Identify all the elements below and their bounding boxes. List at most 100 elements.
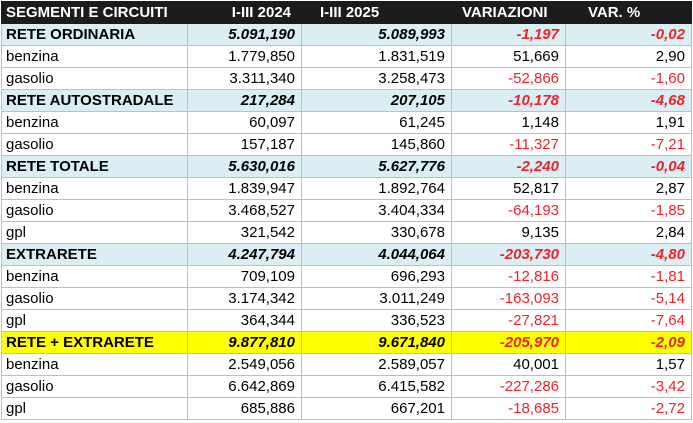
table-row: gpl 321,542 330,678 9,135 2,84 [1, 221, 692, 244]
cell-segment: RETE AUTOSTRADALE [1, 89, 188, 112]
table-row: benzina 1.779,850 1.831,519 51,669 2,90 [1, 45, 692, 68]
cell-value-2024: 2.549,056 [187, 353, 302, 376]
cell-variation-percent: -1,81 [565, 265, 692, 288]
cell-variation-percent: -7,64 [565, 309, 692, 332]
table-row: gasolio 3.311,340 3.258,473 -52,866 -1,60 [1, 67, 692, 90]
cell-variation-percent: -1,85 [565, 199, 692, 222]
cell-variation-percent: -2,72 [565, 397, 692, 420]
header-segment: SEGMENTI E CIRCUITI [1, 1, 188, 24]
cell-variation: 52,817 [451, 177, 566, 200]
cell-variation-percent: 2,87 [565, 177, 692, 200]
cell-value-2024: 1.779,850 [187, 45, 302, 68]
cell-variation: -205,970 [451, 331, 566, 354]
cell-value-2025: 696,293 [301, 265, 452, 288]
cell-value-2025: 667,201 [301, 397, 452, 420]
group-row: RETE TOTALE 5.630,016 5.627,776 -2,240 -0,04 [1, 155, 692, 178]
cell-variation-percent: 1,91 [565, 111, 692, 134]
total-row: RETE + EXTRARETE 9.877,810 9.671,840 -205,9… [1, 331, 692, 354]
cell-value-2025: 1.831,519 [301, 45, 452, 68]
header-var-percent: VAR. % [565, 1, 692, 24]
cell-segment: RETE + EXTRARETE [1, 331, 188, 354]
table-row: benzina 60,097 61,245 1,148 1,91 [1, 111, 692, 134]
cell-segment: EXTRARETE [1, 243, 188, 266]
cell-value-2025: 6.415,582 [301, 375, 452, 398]
cell-value-2025: 4.044,064 [301, 243, 452, 266]
cell-variation: 40,001 [451, 353, 566, 376]
cell-variation-percent: -0,04 [565, 155, 692, 178]
cell-variation-percent: -5,14 [565, 287, 692, 310]
cell-value-2025: 330,678 [301, 221, 452, 244]
cell-value-2024: 217,284 [187, 89, 302, 112]
cell-segment: gasolio [1, 199, 188, 222]
cell-value-2025: 9.671,840 [301, 331, 452, 354]
table-row: gasolio 6.642,869 6.415,582 -227,286 -3,42 [1, 375, 692, 398]
cell-variation: -227,286 [451, 375, 566, 398]
cell-value-2025: 336,523 [301, 309, 452, 332]
group-row: RETE AUTOSTRADALE 217,284 207,105 -10,178 -4… [1, 89, 692, 112]
cell-variation: 9,135 [451, 221, 566, 244]
table-body: RETE ORDINARIA 5.091,190 5.089,993 -1,197 -0… [1, 23, 692, 420]
cell-variation: -64,193 [451, 199, 566, 222]
cell-value-2024: 4.247,794 [187, 243, 302, 266]
cell-variation: 51,669 [451, 45, 566, 68]
cell-variation: -52,866 [451, 67, 566, 90]
cell-segment: gpl [1, 397, 188, 420]
cell-variation: -18,685 [451, 397, 566, 420]
group-row: EXTRARETE 4.247,794 4.044,064 -203,730 -4,80 [1, 243, 692, 266]
cell-variation: -11,327 [451, 133, 566, 156]
table-row: benzina 1.839,947 1.892,764 52,817 2,87 [1, 177, 692, 200]
cell-value-2024: 5.630,016 [187, 155, 302, 178]
cell-value-2024: 5.091,190 [187, 23, 302, 46]
cell-value-2024: 685,886 [187, 397, 302, 420]
cell-variation: -2,240 [451, 155, 566, 178]
cell-segment: gpl [1, 221, 188, 244]
cell-segment: benzina [1, 111, 188, 134]
cell-variation: -27,821 [451, 309, 566, 332]
cell-value-2024: 60,097 [187, 111, 302, 134]
cell-value-2025: 207,105 [301, 89, 452, 112]
table-row: gasolio 157,187 145,860 -11,327 -7,21 [1, 133, 692, 156]
cell-value-2024: 157,187 [187, 133, 302, 156]
cell-variation: -1,197 [451, 23, 566, 46]
cell-value-2025: 1.892,764 [301, 177, 452, 200]
cell-value-2025: 3.011,249 [301, 287, 452, 310]
cell-value-2024: 709,109 [187, 265, 302, 288]
cell-segment: RETE ORDINARIA [1, 23, 188, 46]
cell-value-2024: 6.642,869 [187, 375, 302, 398]
cell-variation-percent: 2,90 [565, 45, 692, 68]
table-row: benzina 709,109 696,293 -12,816 -1,81 [1, 265, 692, 288]
cell-segment: benzina [1, 177, 188, 200]
cell-variation: -10,178 [451, 89, 566, 112]
cell-value-2025: 2.589,057 [301, 353, 452, 376]
cell-segment: benzina [1, 265, 188, 288]
cell-value-2024: 3.174,342 [187, 287, 302, 310]
header-2024: I-III 2024 [187, 1, 302, 24]
cell-value-2025: 5.627,776 [301, 155, 452, 178]
cell-segment: benzina [1, 45, 188, 68]
cell-segment: gasolio [1, 287, 188, 310]
cell-value-2024: 364,344 [187, 309, 302, 332]
cell-value-2025: 61,245 [301, 111, 452, 134]
table-row: gasolio 3.174,342 3.011,249 -163,093 -5,14 [1, 287, 692, 310]
cell-segment: gasolio [1, 375, 188, 398]
cell-value-2024: 321,542 [187, 221, 302, 244]
cell-value-2025: 3.404,334 [301, 199, 452, 222]
cell-variation: 1,148 [451, 111, 566, 134]
cell-value-2024: 9.877,810 [187, 331, 302, 354]
cell-variation-percent: -1,60 [565, 67, 692, 90]
table-row: gpl 685,886 667,201 -18,685 -2,72 [1, 397, 692, 420]
cell-segment: gpl [1, 309, 188, 332]
cell-segment: RETE TOTALE [1, 155, 188, 178]
cell-value-2025: 3.258,473 [301, 67, 452, 90]
cell-variation-percent: 1,57 [565, 353, 692, 376]
cell-value-2024: 1.839,947 [187, 177, 302, 200]
header-2025: I-III 2025 [301, 1, 452, 24]
cell-variation-percent: -2,09 [565, 331, 692, 354]
group-row: RETE ORDINARIA 5.091,190 5.089,993 -1,197 -0… [1, 23, 692, 46]
header-variations: VARIAZIONI [451, 1, 566, 24]
table-row: gasolio 3.468,527 3.404,334 -64,193 -1,85 [1, 199, 692, 222]
cell-segment: benzina [1, 353, 188, 376]
cell-segment: gasolio [1, 67, 188, 90]
cell-variation: -163,093 [451, 287, 566, 310]
